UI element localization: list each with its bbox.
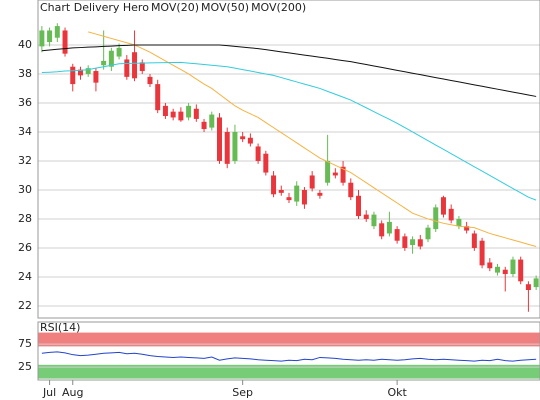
candle-body	[456, 218, 462, 227]
candle-body	[533, 278, 539, 288]
candle-body	[332, 172, 338, 176]
legend-entry: MOV(200)	[251, 1, 306, 14]
candle-body	[363, 214, 369, 219]
candle-body	[525, 284, 531, 291]
rsi-line	[41, 351, 537, 362]
candle-body	[162, 105, 168, 117]
moving-average-line	[88, 31, 537, 247]
candle-body	[356, 195, 362, 217]
candle-body	[286, 197, 292, 201]
candle-body	[247, 137, 253, 144]
candle-body	[62, 30, 68, 54]
candle-body	[47, 30, 53, 43]
candle-body	[170, 111, 176, 118]
y-tick-label: 30	[18, 183, 32, 196]
candle-body	[108, 50, 114, 67]
y-tick-label: 26	[18, 241, 32, 254]
candle-body	[495, 266, 501, 273]
y-tick-label: 34	[18, 125, 32, 138]
candle-body	[371, 214, 377, 227]
candle-body	[440, 197, 446, 215]
x-tick-label: Jul	[42, 386, 56, 399]
candle-body	[54, 26, 60, 38]
y-tick-label: 38	[18, 67, 32, 80]
candle-body	[255, 146, 261, 161]
rsi-tick-label: 25	[18, 360, 32, 373]
x-tick-label: Okt	[387, 386, 407, 399]
rsi-label: RSI(14)	[40, 321, 80, 334]
candle-body	[518, 259, 524, 282]
y-tick-label: 24	[18, 270, 32, 283]
candle-body	[433, 207, 439, 230]
y-tick-label: 36	[18, 96, 32, 109]
y-tick-label: 28	[18, 212, 32, 225]
candle-body	[193, 108, 199, 119]
candle-body	[85, 68, 91, 74]
candle-body	[93, 71, 99, 83]
candle-body	[124, 59, 130, 77]
candle-body	[116, 47, 122, 57]
x-tick-label: Aug	[62, 386, 83, 399]
legend-entry: MOV(50)	[201, 1, 249, 14]
candle-body	[309, 175, 315, 189]
candle-body	[479, 240, 485, 266]
candle-body	[232, 131, 238, 161]
candle-body	[216, 117, 222, 161]
legend-entry: MOV(20)	[151, 1, 199, 14]
candle-body	[464, 226, 470, 231]
candle-body	[240, 136, 246, 140]
candle-body	[348, 182, 354, 198]
plot-frame	[37, 0, 540, 319]
rsi-overbought-band	[38, 332, 540, 347]
candle-body	[201, 121, 207, 130]
candle-body	[317, 192, 323, 196]
moving-average-line	[41, 44, 537, 97]
candle-body	[502, 269, 508, 275]
candle-body	[410, 239, 416, 246]
candle-body	[402, 236, 408, 248]
legend-title: Chart Delivery Hero	[40, 1, 149, 14]
x-tick-label: Sep	[232, 386, 253, 399]
price-panel: 22 24 26 28 30 32 34 36 38 40	[18, 0, 540, 319]
candle-body	[448, 208, 454, 221]
y-tick-label: 40	[18, 38, 32, 51]
candle-body	[70, 66, 76, 85]
candle-body	[178, 111, 184, 121]
candle-body	[224, 131, 230, 164]
candle-body	[209, 114, 215, 128]
candle-body	[386, 221, 392, 234]
candle-body	[379, 223, 385, 237]
candle-body	[77, 69, 83, 76]
legend: Chart Delivery Hero MOV(20) MOV(50) MOV(200…	[40, 1, 306, 14]
candle-body	[294, 185, 300, 202]
y-tick-label: 32	[18, 154, 32, 167]
candle-body	[471, 233, 477, 248]
candle-body	[147, 76, 153, 85]
candle-body	[394, 229, 400, 241]
candle-body	[132, 52, 138, 79]
candle-body	[263, 153, 269, 173]
candle-body	[139, 62, 145, 72]
rsi-oversold-band	[38, 364, 540, 379]
candle-body	[417, 239, 423, 247]
rsi-tick-label: 75	[18, 337, 32, 350]
candle-body	[278, 189, 284, 193]
candle-body	[325, 160, 331, 183]
candle-body	[510, 259, 516, 275]
rsi-frame	[37, 321, 540, 381]
candle-body	[340, 166, 346, 183]
candle-body	[101, 60, 107, 66]
candle-body	[186, 105, 192, 118]
candle-body	[487, 262, 493, 269]
candle-body	[425, 227, 431, 240]
candle-body	[39, 30, 45, 47]
candle-body	[155, 84, 161, 111]
y-tick-label: 22	[18, 299, 32, 312]
candle-body	[301, 189, 307, 205]
moving-average-line	[41, 61, 537, 201]
candle-body	[271, 175, 277, 195]
rsi-panel: 25 75 RSI(14)	[18, 321, 540, 381]
